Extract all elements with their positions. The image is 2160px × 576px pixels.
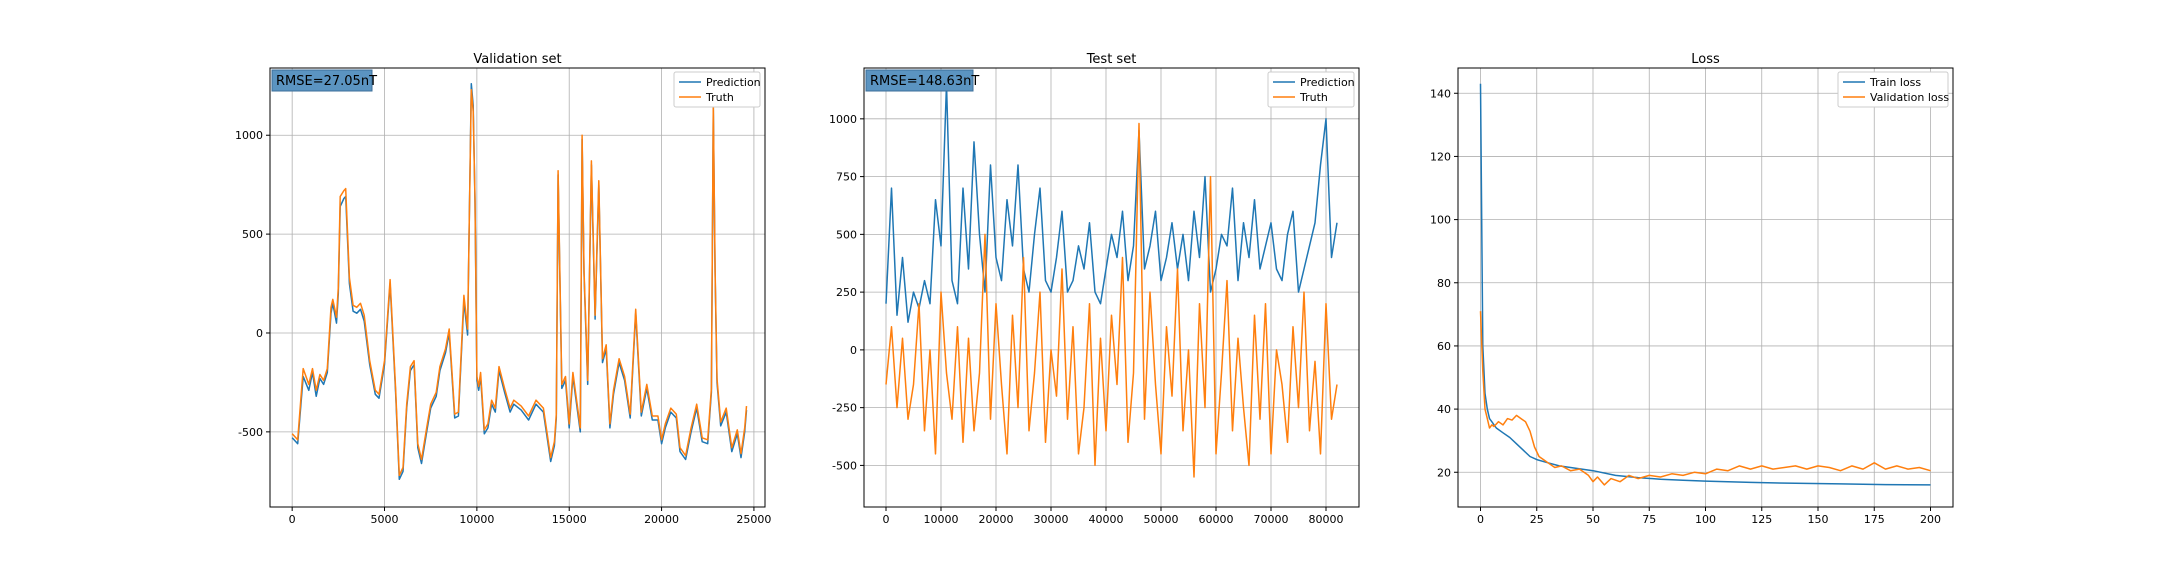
tick-label-x-validation-1: 5000: [371, 513, 399, 526]
tick-label-y-validation-1: 0: [256, 327, 263, 340]
tick-label-y-test-3: 250: [836, 286, 857, 299]
legend-label-test-truth: Truth: [1299, 91, 1328, 104]
tick-label-x-validation-5: 25000: [736, 513, 771, 526]
tick-label-y-loss-3: 80: [1437, 277, 1451, 290]
plot-frame-test: [863, 67, 1360, 508]
tick-label-x-test-2: 20000: [979, 513, 1014, 526]
tick-label-x-loss-5: 125: [1751, 513, 1772, 526]
tick-label-y-loss-4: 100: [1430, 214, 1451, 227]
legend-loss: Train loss Validation loss: [1837, 71, 1949, 108]
legend-label-validation-truth: Truth: [705, 91, 734, 104]
chart-title-test: Test set: [1086, 52, 1137, 67]
tick-label-x-test-3: 30000: [1034, 513, 1069, 526]
legend-label-loss-validation: Validation loss: [1870, 91, 1949, 104]
tick-label-x-loss-3: 75: [1642, 513, 1656, 526]
chart-title-loss: Loss: [1691, 52, 1720, 67]
tick-label-x-loss-6: 150: [1808, 513, 1829, 526]
tick-label-x-loss-8: 200: [1920, 513, 1941, 526]
series-line-test-prediction: [885, 83, 1338, 323]
rmse-label-validation: RMSE=27.05nT: [276, 74, 377, 89]
tick-label-x-test-4: 40000: [1089, 513, 1124, 526]
tick-label-x-test-6: 60000: [1199, 513, 1234, 526]
tick-label-y-test-2: 0: [850, 344, 857, 357]
panel-loss: Loss 0 25 50 75 100 125 150 175 200 20 40 60 80 100 12…: [1430, 52, 1954, 526]
tick-label-y-loss-0: 20: [1437, 466, 1451, 479]
rmse-box-validation: RMSE=27.05nT: [271, 69, 377, 92]
plot-area-test: [864, 68, 1359, 507]
tick-label-x-test-8: 80000: [1309, 513, 1344, 526]
plot-area-validation: [270, 68, 765, 507]
tick-label-x-loss-1: 25: [1530, 513, 1544, 526]
tick-label-y-loss-1: 40: [1437, 403, 1451, 416]
tick-label-x-loss-4: 100: [1695, 513, 1716, 526]
series-line-loss-train-loss: [1479, 83, 1931, 486]
legend-label-loss-train: Train loss: [1869, 76, 1921, 89]
tick-label-y-validation-0: -500: [238, 426, 263, 439]
tick-label-x-test-5: 50000: [1144, 513, 1179, 526]
tick-label-y-validation-2: 500: [242, 228, 263, 241]
tick-label-y-validation-3: 1000: [235, 129, 263, 142]
series-line-loss-validation-loss: [1479, 311, 1931, 486]
tick-label-x-test-7: 70000: [1254, 513, 1289, 526]
legend-test: Prediction Truth: [1267, 71, 1355, 108]
legend-label-test-prediction: Prediction: [1300, 76, 1355, 89]
rmse-label-test: RMSE=148.63nT: [870, 74, 979, 89]
plot-frame-validation: [269, 67, 766, 508]
series-line-validation-truth: [291, 89, 748, 477]
tick-label-x-validation-0: 0: [289, 513, 296, 526]
tick-label-y-test-1: -250: [832, 402, 857, 415]
legend-label-validation-prediction: Prediction: [706, 76, 761, 89]
tick-label-x-test-0: 0: [883, 513, 890, 526]
tick-label-x-validation-4: 20000: [644, 513, 679, 526]
tick-label-y-loss-2: 60: [1437, 340, 1451, 353]
chart-title-validation: Validation set: [473, 52, 561, 67]
series-line-validation-prediction: [291, 83, 748, 481]
tick-label-x-loss-2: 50: [1586, 513, 1600, 526]
tick-label-y-loss-5: 120: [1430, 150, 1451, 163]
panel-validation: Validation set 0 5000 10000 15000 20000 25000…: [235, 52, 771, 526]
series-line-test-truth: [885, 122, 1338, 478]
tick-label-x-loss-0: 0: [1477, 513, 1484, 526]
rmse-box-test: RMSE=148.63nT: [865, 69, 979, 92]
tick-label-x-test-1: 10000: [924, 513, 959, 526]
tick-label-y-test-5: 750: [836, 171, 857, 184]
tick-label-y-test-4: 500: [836, 228, 857, 241]
tick-label-x-loss-7: 175: [1864, 513, 1885, 526]
legend-validation: Prediction Truth: [673, 71, 761, 108]
tick-label-y-test-6: 1000: [829, 113, 857, 126]
tick-label-x-validation-2: 10000: [459, 513, 494, 526]
tick-label-y-loss-6: 140: [1430, 87, 1451, 100]
tick-label-y-test-0: -500: [832, 459, 857, 472]
panel-test: Test set 0 10000 20000 30000 40000 50000 60000…: [829, 52, 1360, 526]
tick-label-x-validation-3: 15000: [552, 513, 587, 526]
